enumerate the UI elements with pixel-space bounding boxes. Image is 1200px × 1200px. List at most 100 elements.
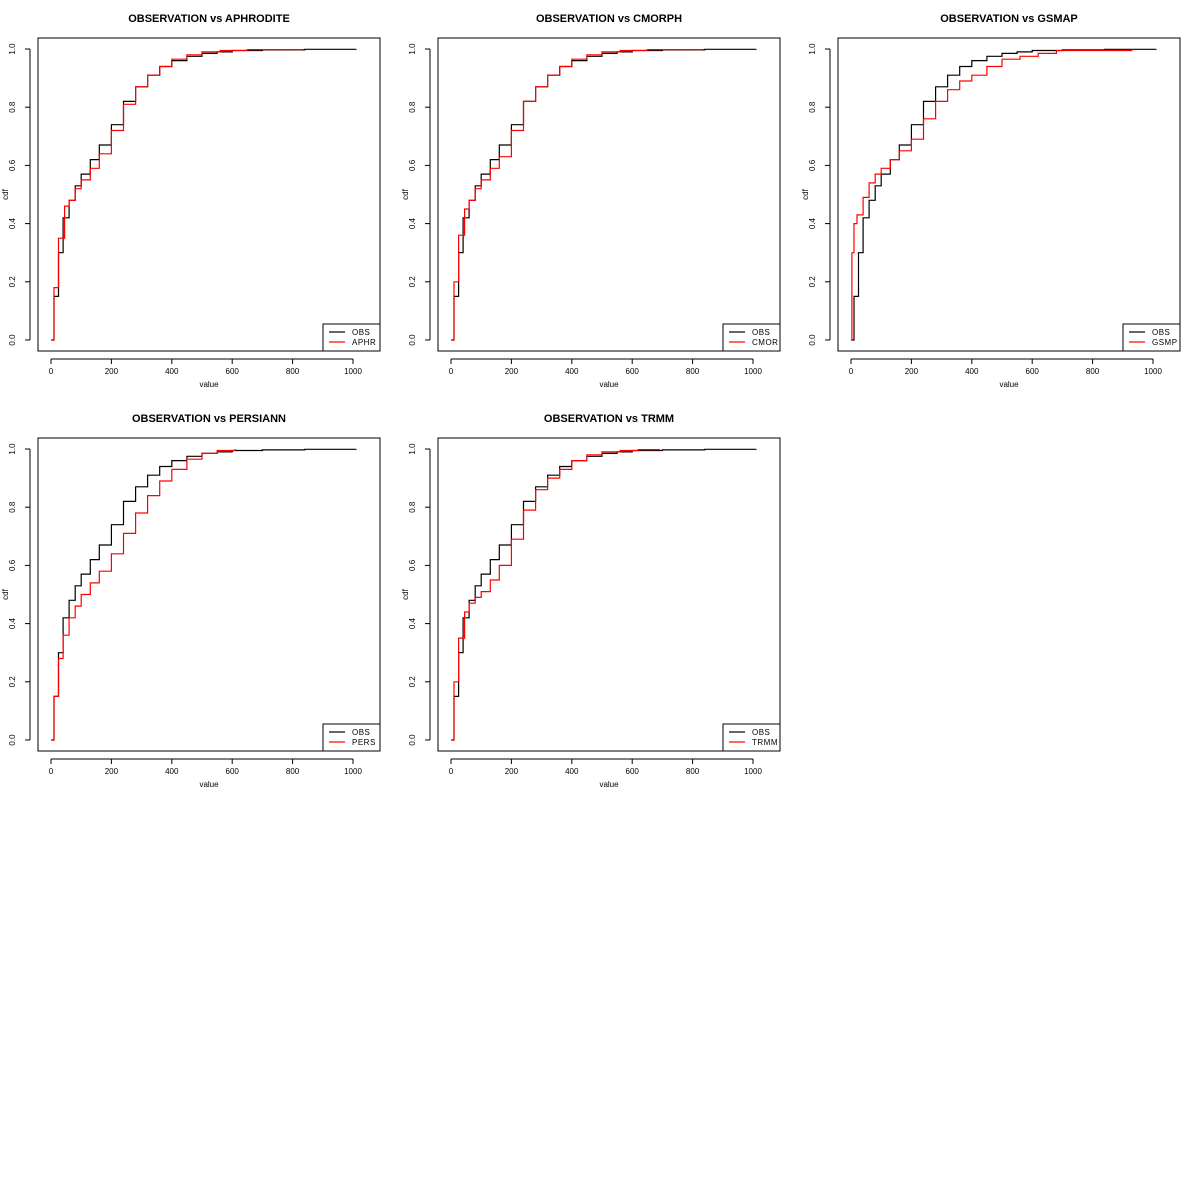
y-tick-label: 0.8 — [408, 101, 417, 113]
x-tick-label: 400 — [965, 367, 979, 376]
y-tick-label: 0.0 — [8, 734, 17, 746]
x-tick-label: 1000 — [344, 767, 362, 776]
chart-title: OBSERVATION vs PERSIANN — [132, 413, 286, 425]
y-axis-label: cdf — [1, 188, 10, 199]
legend-label-obs: OBS — [752, 328, 770, 337]
y-tick-label: 0.8 — [8, 501, 17, 513]
plot-frame — [837, 37, 1181, 352]
y-axis-label: cdf — [401, 588, 410, 599]
y-tick-label: 1.0 — [8, 443, 17, 455]
y-tick-label: 0.2 — [8, 676, 17, 688]
panel-3: OBSERVATION vs GSMAP 0 200 400 600 800 1000 0.0… — [801, 13, 1181, 389]
x-tick-label: 1000 — [344, 367, 362, 376]
x-tick-label: 0 — [449, 767, 454, 776]
x-tick-label: 600 — [1026, 367, 1040, 376]
x-tick-label: 800 — [286, 367, 300, 376]
legend-label-obs: OBS — [752, 728, 770, 737]
legend-label-obs: OBS — [1152, 328, 1170, 337]
x-tick-label: 800 — [686, 367, 700, 376]
x-tick-label: 800 — [286, 767, 300, 776]
y-tick-label: 1.0 — [808, 43, 817, 55]
x-tick-label: 600 — [226, 767, 240, 776]
y-axis-label: cdf — [401, 188, 410, 199]
x-tick-label: 600 — [626, 367, 640, 376]
y-tick-label: 0.4 — [8, 217, 17, 229]
legend-box — [722, 323, 781, 352]
x-tick-label: 400 — [165, 367, 179, 376]
panel-1: OBSERVATION vs APHRODITE 0 200 400 600 800 100… — [1, 13, 381, 389]
x-axis-label: value — [999, 380, 1019, 389]
x-tick-label: 800 — [1086, 367, 1100, 376]
x-axis-label: value — [199, 780, 219, 789]
chart-title: OBSERVATION vs CMORPH — [536, 13, 682, 25]
y-tick-label: 0.6 — [408, 159, 417, 171]
legend-box — [1122, 323, 1181, 352]
y-tick-label: 0.2 — [408, 276, 417, 288]
y-tick-label: 1.0 — [8, 43, 17, 55]
series-line-trmm — [451, 449, 660, 741]
legend-label-pers: PERS — [352, 738, 376, 747]
x-tick-label: 200 — [505, 367, 519, 376]
x-tick-label: 400 — [565, 367, 579, 376]
x-tick-label: 200 — [105, 367, 119, 376]
legend-box — [322, 723, 381, 752]
x-tick-label: 1000 — [744, 767, 762, 776]
legend-label-cmor: CMOR — [752, 338, 778, 347]
y-tick-label: 0.4 — [408, 617, 417, 629]
panel-5: OBSERVATION vs TRMM 0 200 400 600 800 1000 0.0 0… — [401, 413, 781, 789]
series-line-gsmp — [851, 49, 1133, 341]
series-line-obs — [851, 48, 1157, 341]
y-tick-label: 0.6 — [8, 159, 17, 171]
plot-frame — [37, 37, 381, 352]
y-tick-label: 0.0 — [8, 334, 17, 346]
y-tick-label: 0.4 — [408, 217, 417, 229]
y-tick-label: 0.6 — [808, 159, 817, 171]
x-tick-label: 600 — [226, 367, 240, 376]
chart-title: OBSERVATION vs TRMM — [544, 413, 674, 425]
x-tick-label: 0 — [849, 367, 854, 376]
x-tick-label: 200 — [505, 767, 519, 776]
y-tick-label: 0.4 — [8, 617, 17, 629]
series-line-pers — [51, 449, 236, 741]
legend-box — [722, 723, 781, 752]
y-tick-label: 0.0 — [408, 734, 417, 746]
legend-label-aphr: APHR — [352, 338, 376, 347]
plot-frame — [437, 37, 781, 352]
y-tick-label: 1.0 — [408, 443, 417, 455]
x-axis-label: value — [599, 780, 619, 789]
y-tick-label: 0.6 — [408, 559, 417, 571]
y-tick-label: 0.4 — [808, 217, 817, 229]
x-tick-label: 600 — [626, 767, 640, 776]
x-tick-label: 400 — [565, 767, 579, 776]
legend-label-trmm: TRMM — [752, 738, 778, 747]
x-axis-label: value — [199, 380, 219, 389]
legend-box — [322, 323, 381, 352]
y-tick-label: 0.0 — [408, 334, 417, 346]
x-tick-label: 1000 — [1144, 367, 1162, 376]
y-tick-label: 0.8 — [8, 101, 17, 113]
x-tick-label: 400 — [165, 767, 179, 776]
series-line-obs — [51, 48, 357, 341]
plot-frame — [37, 437, 381, 752]
y-tick-label: 0.6 — [8, 559, 17, 571]
y-tick-label: 0.2 — [408, 676, 417, 688]
y-axis-label: cdf — [1, 588, 10, 599]
x-axis-label: value — [599, 380, 619, 389]
series-line-obs — [451, 48, 757, 341]
y-tick-label: 0.0 — [808, 334, 817, 346]
series-line-cmor — [451, 49, 703, 341]
x-tick-label: 800 — [686, 767, 700, 776]
y-axis-label: cdf — [801, 188, 810, 199]
panel-4: OBSERVATION vs PERSIANN 0 200 400 600 800 1000… — [1, 413, 381, 789]
series-line-aphr — [51, 49, 303, 341]
x-tick-label: 200 — [105, 767, 119, 776]
chart-title: OBSERVATION vs APHRODITE — [128, 13, 290, 25]
y-tick-label: 0.2 — [8, 276, 17, 288]
legend-label-obs: OBS — [352, 728, 370, 737]
